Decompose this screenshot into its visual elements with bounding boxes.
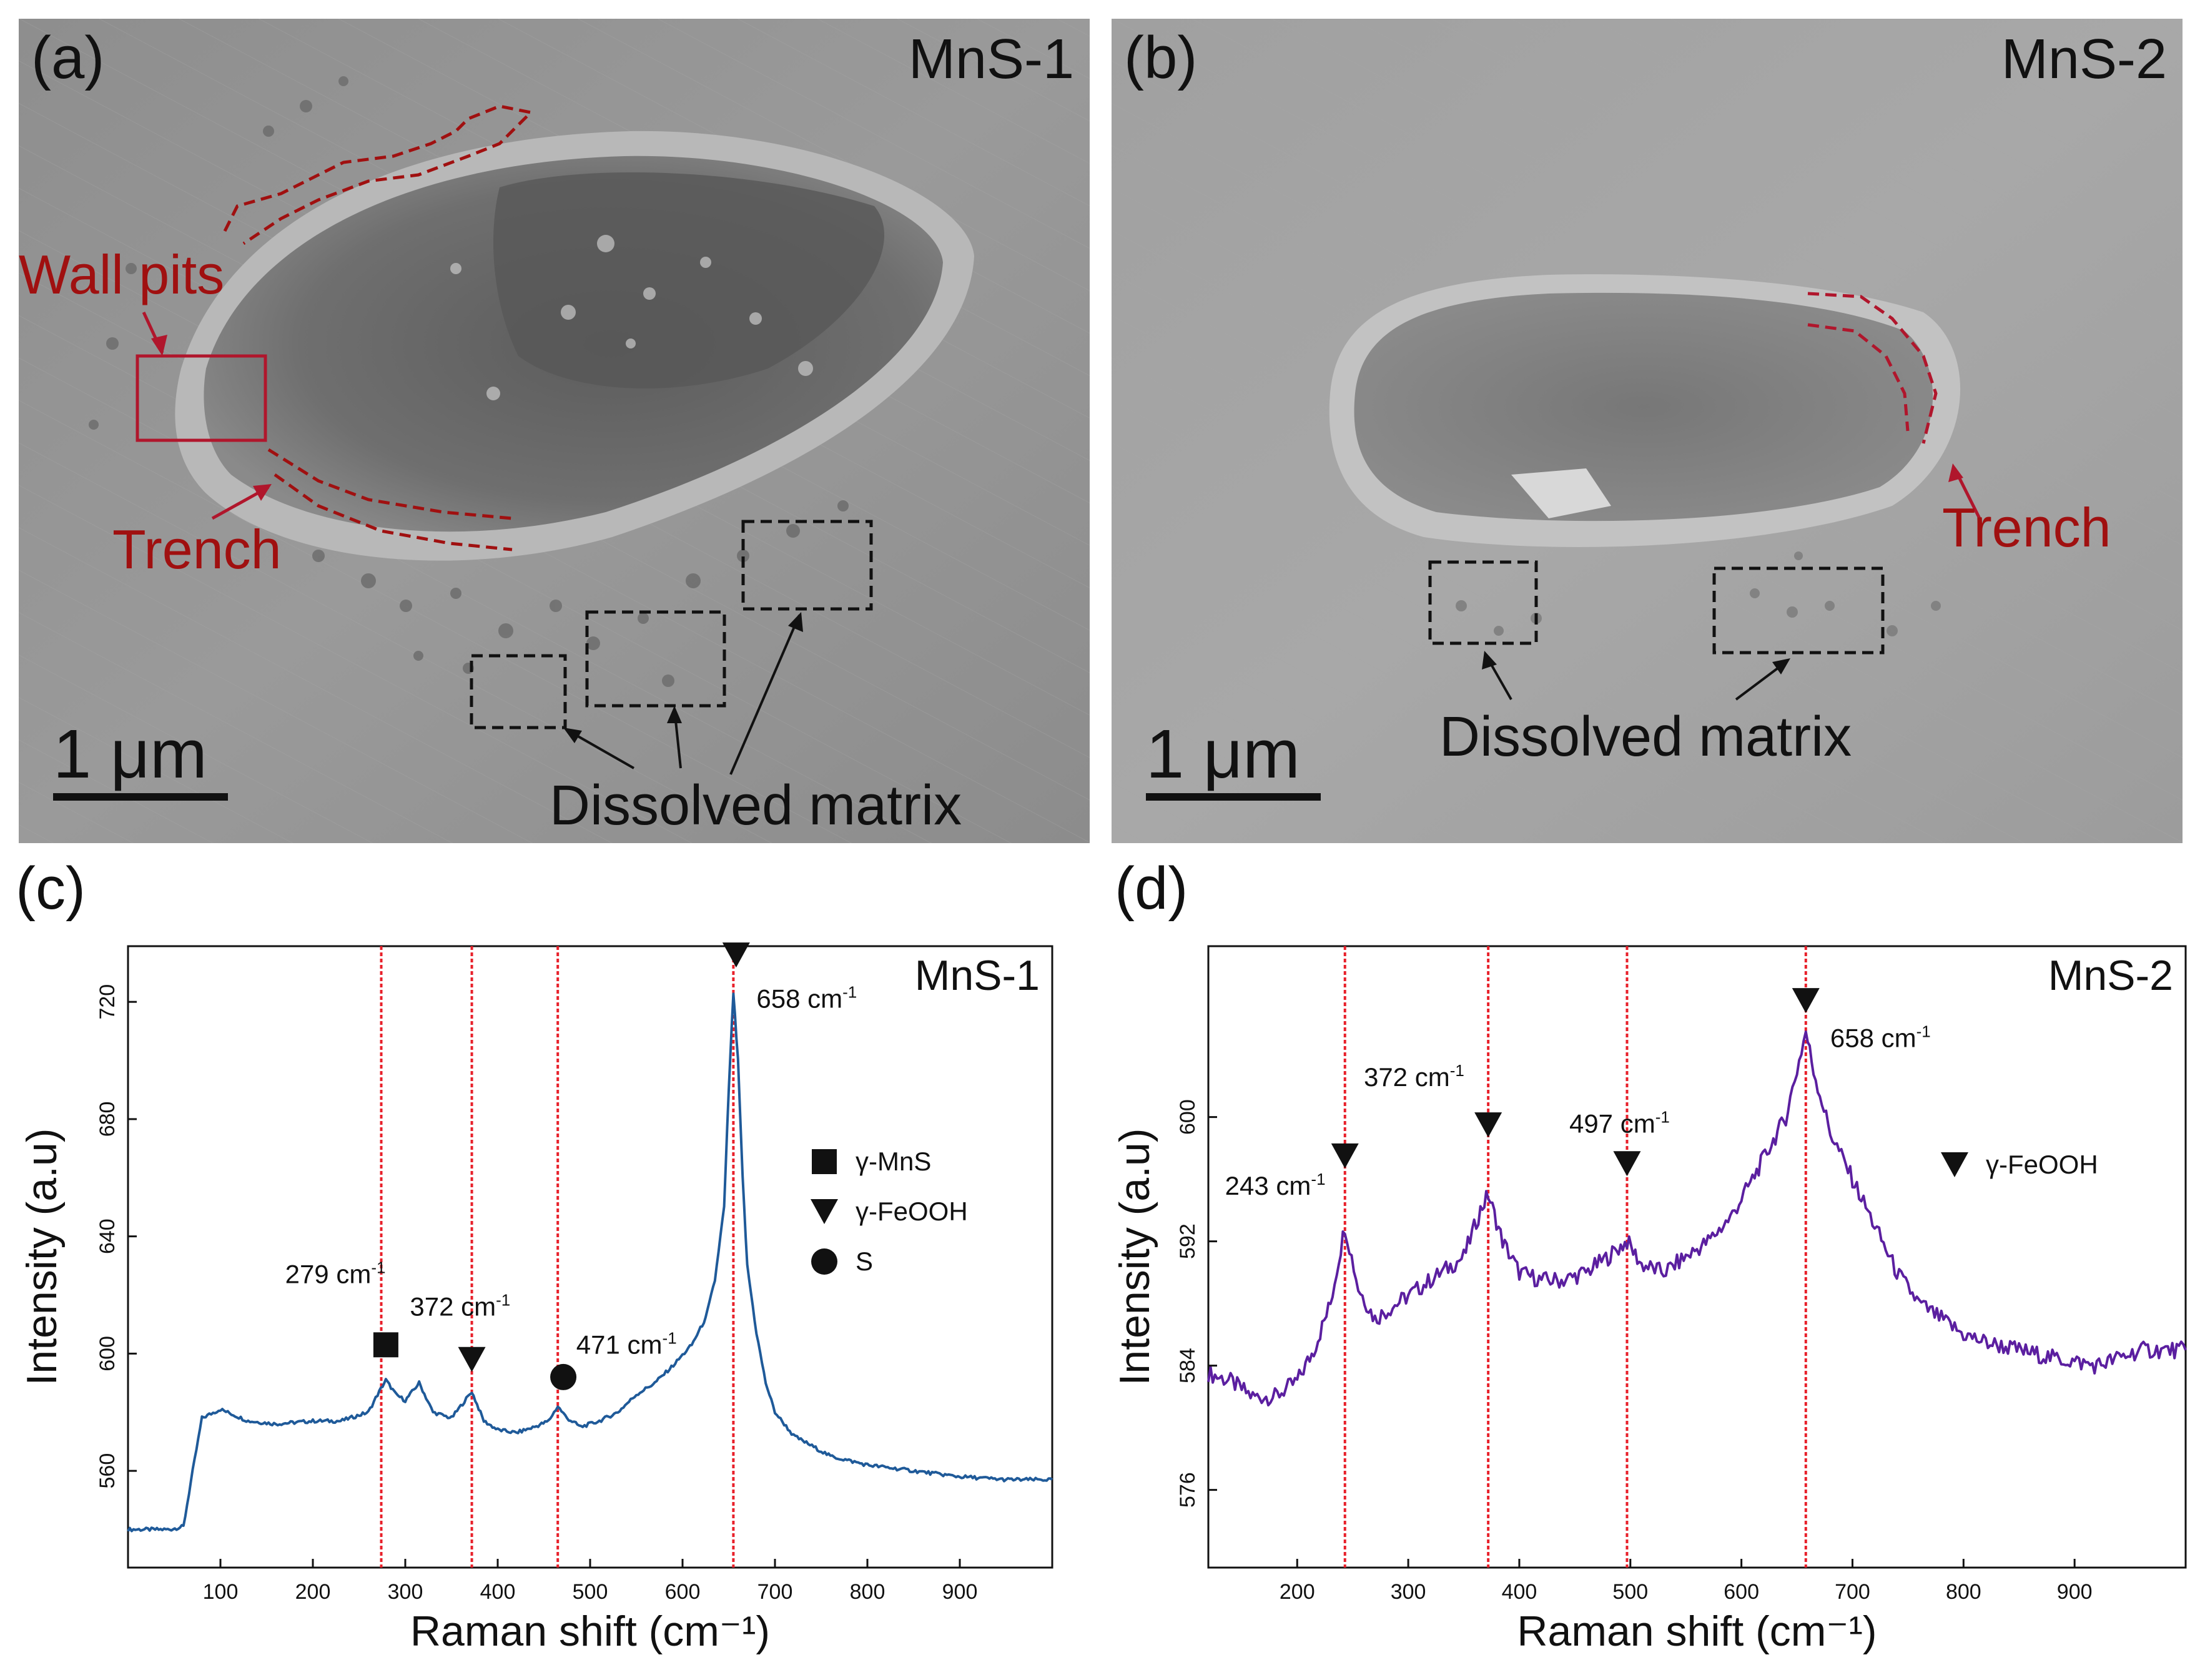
plot-frame [1207, 945, 2187, 1569]
scale-bar-label-b: 1 μm [1146, 716, 1300, 793]
plot-frame [127, 945, 1053, 1569]
peak-label: 243 cm-1 [1225, 1170, 1326, 1200]
y-tick-label: 680 [96, 1102, 119, 1137]
x-tick-label: 200 [1280, 1580, 1315, 1604]
x-tick-label: 400 [1502, 1580, 1537, 1604]
peak-marker [458, 1346, 486, 1372]
legend-label: γ-FeOOH [1986, 1150, 2098, 1179]
raman-chart-d: (d) 200 300 400 500 600 700 800 900 576 584 592 600 R… [1111, 855, 2187, 1655]
panel-letter: (d) [1115, 855, 1188, 922]
inclusion-pit-b [1354, 292, 1933, 521]
y-tick-label: 592 [1176, 1223, 1200, 1259]
y-tick-label: 600 [1176, 1099, 1200, 1135]
x-tick-label: 700 [1835, 1580, 1870, 1604]
legend-label: γ-FeOOH [856, 1197, 968, 1226]
scale-bar-a [53, 793, 228, 801]
peak-label: 658 cm-1 [1830, 1022, 1931, 1053]
x-tick-label: 300 [388, 1580, 423, 1604]
peak-marker [1613, 1151, 1641, 1177]
x-tick-label: 700 [757, 1580, 793, 1604]
legend-marker [1941, 1152, 1968, 1177]
chart-title: MnS-1 [915, 952, 1040, 999]
peak-label: 372 cm-1 [1364, 1061, 1464, 1092]
peak-marker [722, 942, 750, 968]
y-tick-label: 600 [96, 1336, 119, 1371]
trench-label-b: Trench [1942, 497, 2111, 558]
x-tick-label: 800 [850, 1580, 885, 1604]
legend-marker [812, 1149, 837, 1174]
dissolved-box-b1 [1428, 560, 1538, 645]
x-tick-label: 400 [480, 1580, 516, 1604]
trench-outline-upper [223, 104, 535, 245]
panel-letter: (c) [16, 855, 86, 922]
sample-label-b: MnS-2 [2001, 28, 2167, 91]
peak-marker [1792, 988, 1820, 1014]
x-tick-label: 900 [942, 1580, 978, 1604]
pit-fragment-b [1511, 468, 1611, 518]
x-tick-label: 600 [665, 1580, 701, 1604]
peak-marker [1474, 1112, 1502, 1138]
x-tick-label: 600 [1724, 1580, 1759, 1604]
peak-marker [373, 1332, 398, 1358]
y-tick-label: 576 [1176, 1472, 1200, 1508]
y-axis-label: Intensity (a.u) [18, 1129, 66, 1386]
dissolved-box-1 [470, 654, 567, 729]
peak-marker [1331, 1143, 1359, 1169]
dissolved-label-b: Dissolved matrix [1439, 706, 1852, 768]
x-tick-label: 800 [1946, 1580, 1981, 1604]
dissolved-box-3 [741, 520, 873, 611]
y-tick-label: 720 [96, 984, 119, 1020]
panel-letter-b: (b) [1124, 24, 1197, 91]
wall-pits-box [136, 354, 267, 442]
scale-bar-b [1146, 793, 1321, 801]
legend-marker [811, 1248, 837, 1275]
dissolved-label-a: Dissolved matrix [550, 774, 962, 837]
trench-outline-lower [267, 448, 513, 551]
x-tick-label: 300 [1391, 1580, 1426, 1604]
y-tick-label: 584 [1176, 1348, 1200, 1383]
x-tick-label: 200 [295, 1580, 331, 1604]
trench-outline-b [1807, 292, 1938, 444]
wall-pits-label: Wall pits [19, 244, 224, 305]
x-tick-label: 500 [573, 1580, 608, 1604]
legend-label: S [856, 1247, 873, 1276]
raman-chart-c: (c) 100 200 300 400 500 600 700 800 900 560 600 640 6… [16, 855, 1053, 1655]
peak-label: 279 cm-1 [285, 1258, 386, 1289]
legend-label: γ-MnS [856, 1147, 931, 1176]
y-axis-label: Intensity (a.u) [1111, 1129, 1158, 1386]
y-tick-label: 640 [96, 1218, 119, 1254]
peak-label: 372 cm-1 [410, 1290, 510, 1321]
series-line [127, 992, 1053, 1533]
chart-title: MnS-2 [2048, 952, 2173, 999]
trench-label-a: Trench [112, 518, 282, 580]
sem-panel-b: (b) MnS-2 Trench Dissolved matrix 1 μm [1112, 19, 2183, 843]
dissolved-box-2 [585, 610, 726, 708]
dissolved-box-b2 [1712, 566, 1885, 655]
x-tick-label: 500 [1612, 1580, 1648, 1604]
x-axis-label: Raman shift (cm⁻¹) [410, 1608, 770, 1655]
peak-label: 497 cm-1 [1569, 1108, 1670, 1139]
series-line [1207, 1030, 2187, 1406]
peak-label: 471 cm-1 [576, 1328, 677, 1359]
x-tick-label: 900 [2057, 1580, 2093, 1604]
x-axis-label: Raman shift (cm⁻¹) [1517, 1608, 1877, 1655]
sample-label-a: MnS-1 [909, 28, 1074, 91]
legend-marker [811, 1199, 838, 1224]
x-tick-label: 100 [203, 1580, 239, 1604]
peak-label: 658 cm-1 [756, 983, 857, 1014]
panel-letter-a: (a) [31, 24, 104, 91]
sem-panel-a: (a) MnS-1 Wall pits Trench Dissolved mat… [19, 19, 1090, 843]
scale-bar-label-a: 1 μm [53, 716, 207, 793]
peak-marker [550, 1363, 577, 1390]
y-tick-label: 560 [96, 1453, 119, 1489]
